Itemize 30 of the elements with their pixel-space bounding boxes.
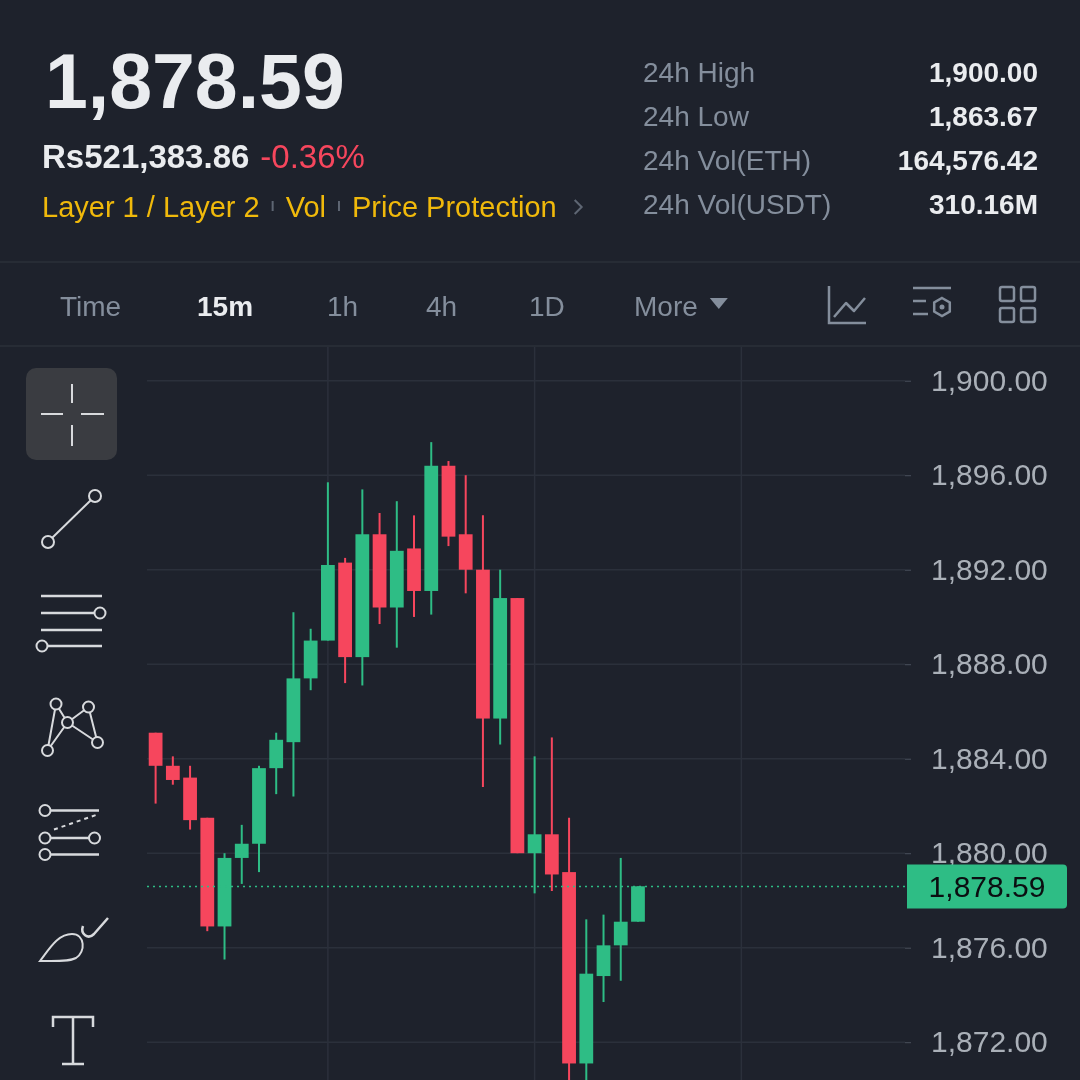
- y-tick-label: 1,896.00: [931, 458, 1048, 492]
- text: 164,576.42: [897, 145, 1038, 176]
- candlestick: [165, 755, 180, 786]
- y-tick-label: 1,892.00: [931, 552, 1048, 586]
- text: 1D: [529, 291, 565, 322]
- text: 310.16M: [929, 189, 1038, 220]
- text: 24h Vol(USDT): [643, 189, 832, 220]
- text: 4h: [426, 291, 458, 322]
- candlestick: [234, 823, 249, 885]
- text: 1,863.67: [929, 101, 1038, 132]
- text: More: [634, 291, 698, 322]
- y-tick-label: 1,872.00: [931, 1025, 1048, 1059]
- text: Vol: [285, 191, 326, 223]
- ref-line-label: 1,878.59: [928, 870, 1046, 904]
- text: 24h Low: [643, 101, 750, 132]
- text: Price Protection: [351, 191, 557, 223]
- text: 24h Vol(ETH): [643, 145, 812, 176]
- text: 24h High: [643, 57, 756, 88]
- y-tick-label: 1,880.00: [931, 836, 1048, 870]
- chart-title: 1,878.59: [45, 38, 345, 124]
- y-tick-label: 1,900.00: [931, 363, 1048, 397]
- y-tick-label: 1,888.00: [931, 647, 1048, 681]
- text: Layer 1 / Layer 2: [42, 191, 260, 223]
- text: Time: [60, 291, 122, 322]
- text: -0.36%: [260, 138, 365, 175]
- y-tick-label: 1,876.00: [931, 930, 1048, 964]
- text: 1h: [327, 291, 359, 322]
- text: Rs521,383.86: [42, 138, 250, 175]
- text: 15m: [197, 291, 254, 322]
- y-tick-label: 1,884.00: [931, 741, 1048, 775]
